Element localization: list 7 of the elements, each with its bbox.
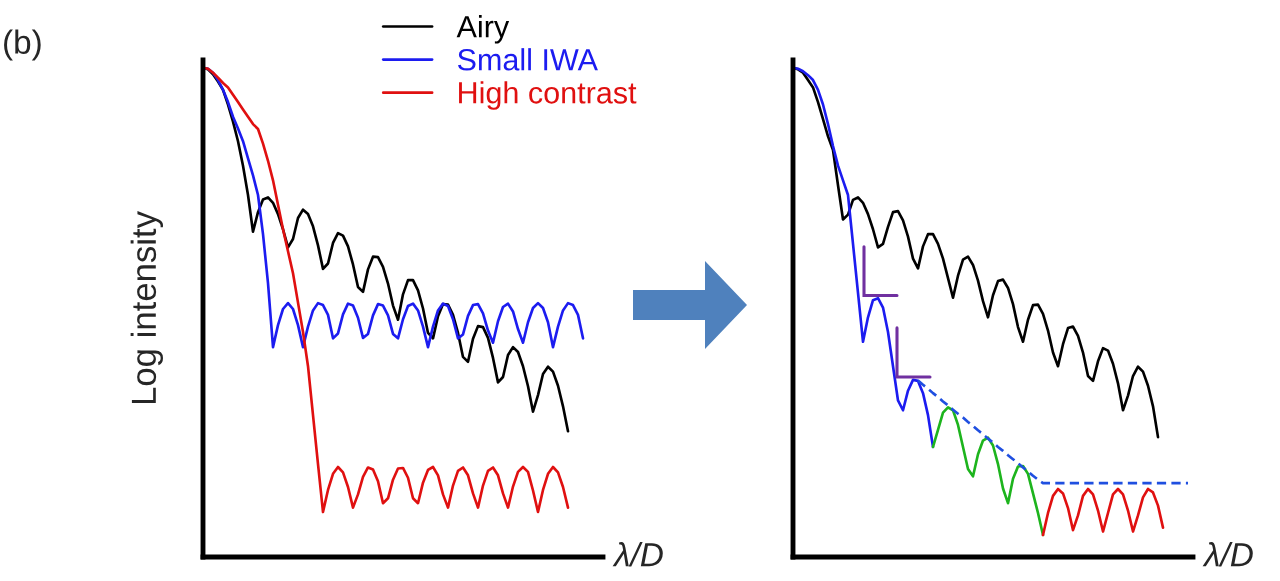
legend-label: High contrast — [459, 81, 637, 110]
legend-label: Airy — [456, 15, 510, 44]
y-axis-title: Log intensity — [130, 211, 163, 404]
x-axis-title: λ/D — [612, 542, 663, 567]
legend-label: Small IWA — [457, 48, 598, 71]
x-axis-title: λ/D — [1202, 542, 1253, 567]
text: (b) — [4, 29, 41, 61]
